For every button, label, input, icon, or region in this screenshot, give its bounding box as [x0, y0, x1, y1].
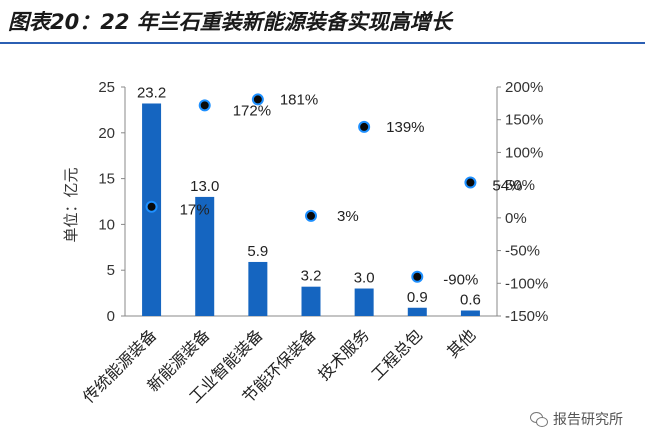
growth-value-label: -90% [443, 272, 478, 289]
y-right-tick-label: -50% [505, 243, 540, 260]
y-left-tick-label: 10 [98, 216, 115, 233]
bar-value-label: 23.2 [137, 84, 166, 101]
y-left-tick-label: 5 [107, 262, 115, 279]
growth-point [251, 93, 264, 106]
bar-value-label: 3.0 [354, 270, 375, 287]
chart-title: 图表20：22 年兰石重装新能源装备实现高增长 [8, 10, 452, 34]
bar-value-label: 5.9 [247, 243, 268, 260]
bar [195, 196, 215, 316]
axes-layer: 0 5 10 15 20 25 -150% -100% -50% 0% 50% 100% 150% 200… [98, 79, 548, 325]
y-right-tick-label: -100% [505, 275, 548, 292]
growth-value-label: 54% [492, 178, 522, 195]
y-right-tick-label: 100% [505, 144, 543, 161]
y-right-tick-label: 0% [505, 210, 527, 227]
y-right-tick-label: -150% [505, 308, 548, 325]
wechat-icon [530, 412, 548, 427]
bar-value-label: 3.2 [301, 268, 322, 285]
bar [248, 261, 268, 316]
category-label: 传统能源装备 [79, 325, 160, 406]
growth-point [464, 176, 477, 189]
growth-point [358, 120, 371, 133]
category-label: 工程总包 [367, 325, 426, 384]
growth-point [145, 200, 158, 213]
bar [407, 307, 427, 316]
y-right-tick-label: 50% [505, 177, 535, 194]
watermark-text: 报告研究所 [553, 412, 623, 428]
bar [460, 310, 480, 316]
bar [301, 286, 321, 316]
bars-layer [142, 103, 480, 316]
growth-point [305, 209, 317, 222]
growth-point [198, 99, 211, 112]
watermark: 报告研究所 [530, 409, 623, 429]
y-left-tick-label: 25 [98, 79, 115, 96]
growth-value-label: 139% [386, 119, 424, 136]
bar-value-label: 0.9 [407, 289, 428, 306]
y-left-tick-label: 0 [107, 308, 115, 325]
growth-value-label: 181% [280, 91, 318, 108]
title-underline [0, 42, 645, 44]
bar [354, 288, 374, 316]
y-right-tick-label: 150% [505, 112, 543, 129]
y-right-tick-label: 200% [505, 79, 543, 96]
bar-value-label: 13.0 [190, 178, 219, 195]
category-label: 技术服务 [314, 325, 373, 384]
points-layer [145, 93, 477, 283]
y-axis-left-label: 单位：亿元 [62, 167, 80, 242]
growth-value-label: 17% [180, 202, 210, 219]
growth-value-label: 3% [337, 208, 359, 225]
bar-value-label: 0.6 [460, 292, 481, 309]
growth-value-label: 172% [233, 102, 271, 119]
growth-point [411, 270, 424, 283]
y-left-tick-label: 15 [98, 171, 115, 188]
y-left-tick-label: 20 [98, 125, 115, 142]
category-label: 其他 [443, 325, 479, 361]
